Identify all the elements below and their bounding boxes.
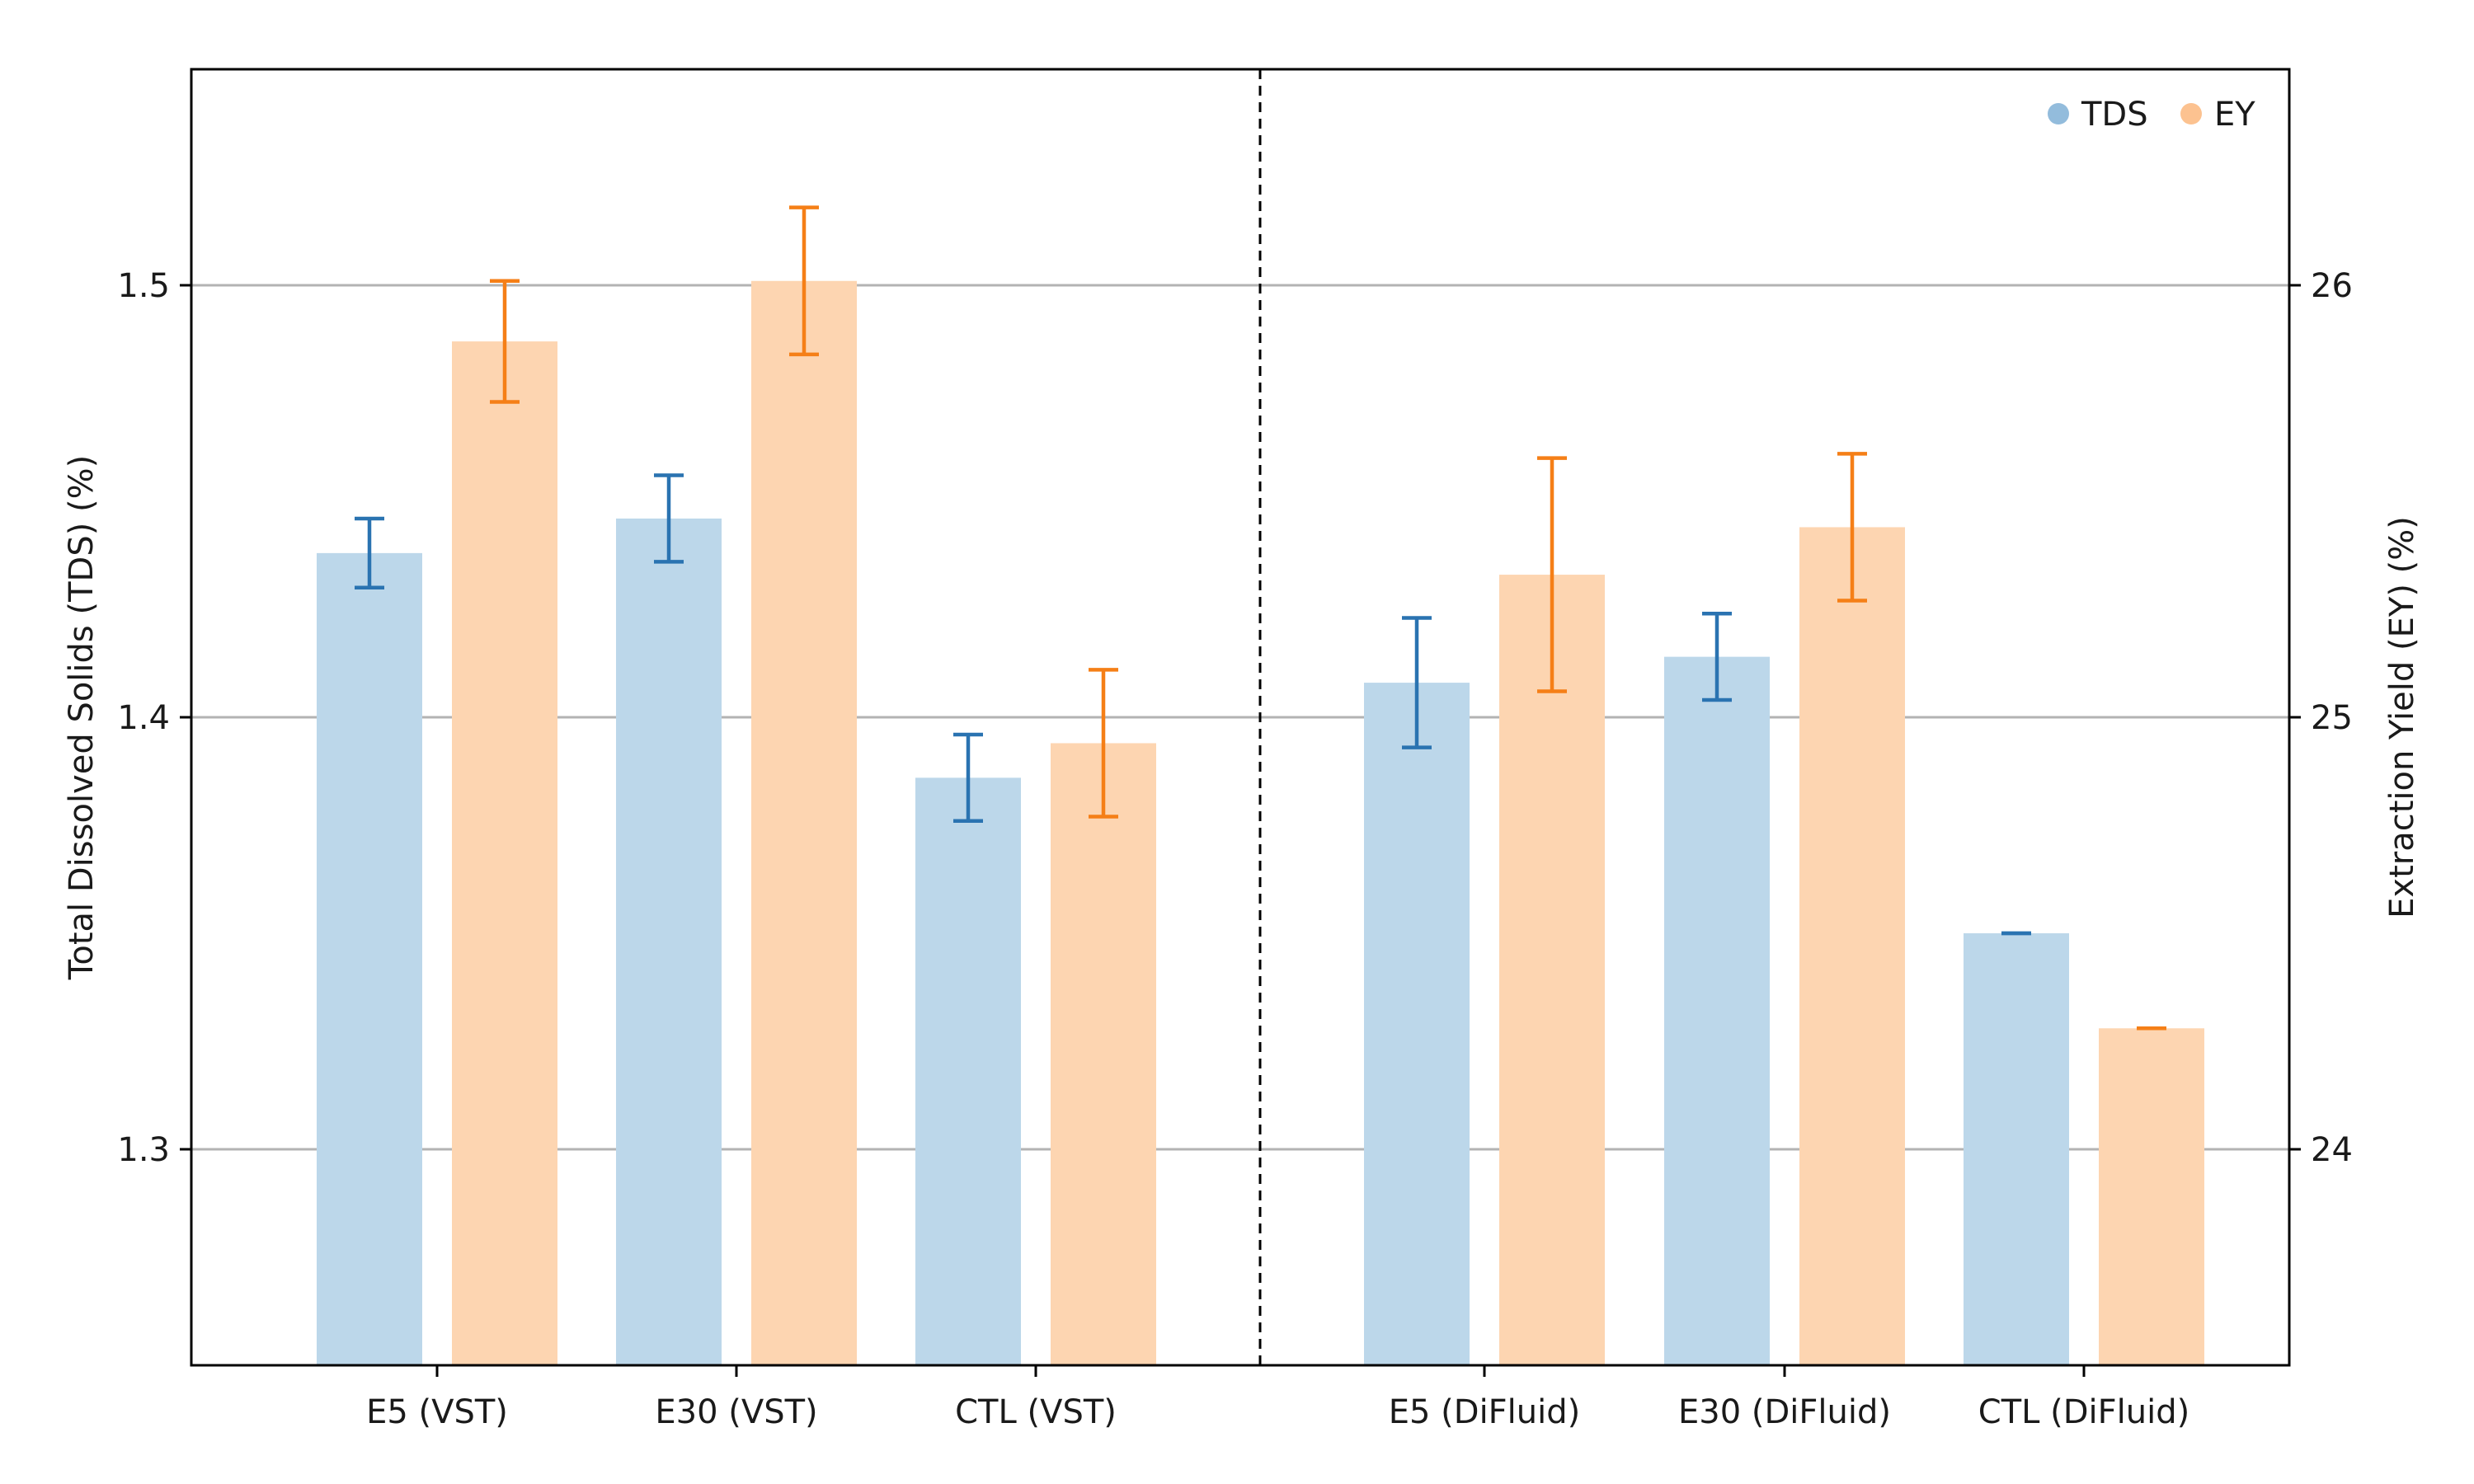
errorbar-tds-2 xyxy=(953,732,983,824)
y-tick-label-right: 24 xyxy=(2311,1131,2353,1169)
errorbar-ey-3 xyxy=(1537,456,1567,693)
bars xyxy=(317,280,2204,1366)
axis-ticks: 1.3 1.4 1.5 24 25 26 E5 (VST) E30 (VST) CTL (VST… xyxy=(117,267,2353,1431)
x-tick-label: E30 (DiFluid) xyxy=(1678,1393,1891,1431)
y-axis-label-left: Total Dissolved Solids (TDS) (%) xyxy=(63,455,101,981)
bar-tds-5 xyxy=(1964,933,2069,1365)
errorbar-tds-3 xyxy=(1402,616,1432,749)
y-axis-label-right: Extraction Yield (EY) (%) xyxy=(2383,516,2421,918)
errorbar-ey-1 xyxy=(789,205,819,357)
y-tick-label-left: 1.3 xyxy=(117,1131,170,1169)
x-tick-label: E30 (VST) xyxy=(655,1393,817,1431)
bar-tds-2 xyxy=(915,777,1021,1365)
y-tick-label-right: 25 xyxy=(2311,699,2353,737)
bar-tds-4 xyxy=(1664,656,1770,1365)
error-bars xyxy=(355,205,2166,1031)
bar-ey-5 xyxy=(2099,1028,2204,1365)
bar-ey-1 xyxy=(751,280,857,1365)
y-tick-label-right: 26 xyxy=(2311,267,2353,305)
y-tick-label-left: 1.5 xyxy=(117,267,170,305)
bar-ey-2 xyxy=(1051,743,1156,1365)
legend-marker-tds xyxy=(2048,103,2069,124)
legend: TDS EY xyxy=(2048,96,2255,134)
x-tick-label: CTL (DiFluid) xyxy=(1978,1393,2189,1431)
x-tick-label: CTL (VST) xyxy=(955,1393,1117,1431)
legend-label-ey: EY xyxy=(2214,96,2255,134)
errorbar-tds-0 xyxy=(355,516,384,590)
legend-marker-ey xyxy=(2180,103,2202,124)
x-tick-label: E5 (DiFluid) xyxy=(1389,1393,1581,1431)
errorbar-tds-1 xyxy=(654,473,684,564)
bar-ey-0 xyxy=(452,341,557,1365)
bar-tds-3 xyxy=(1364,683,1470,1365)
errorbar-ey-4 xyxy=(1837,452,1867,603)
bar-tds-0 xyxy=(317,552,422,1365)
errorbar-ey-0 xyxy=(490,279,520,404)
legend-label-tds: TDS xyxy=(2081,96,2148,134)
bar-ey-3 xyxy=(1499,575,1605,1365)
bar-tds-1 xyxy=(616,518,722,1366)
errorbar-ey-2 xyxy=(1089,668,1118,819)
x-tick-label: E5 (VST) xyxy=(366,1393,508,1431)
errorbar-tds-4 xyxy=(1702,611,1732,702)
bar-ey-4 xyxy=(1799,527,1905,1365)
y-tick-label-left: 1.4 xyxy=(117,699,170,737)
